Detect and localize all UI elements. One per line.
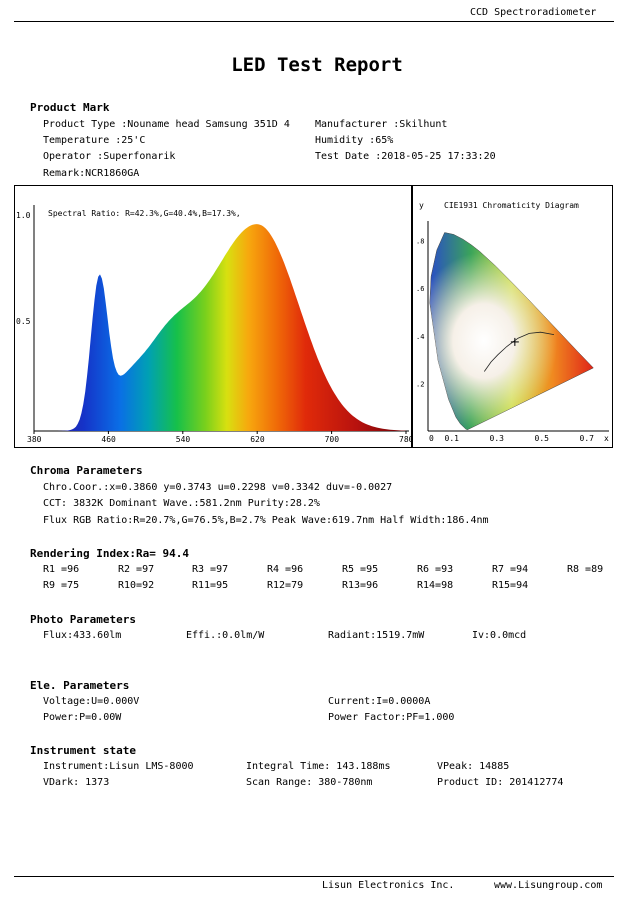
spectrum-xticks: 380 460 540 620 700 780	[27, 431, 414, 444]
remark: Remark:NCR1860GA	[43, 168, 140, 179]
test-date: Test Date :2018-05-25 17:33:20	[315, 151, 496, 162]
cie-title: CIE1931 Chromaticity Diagram	[444, 201, 579, 210]
rendering-index-r6: R6 =93	[417, 564, 454, 575]
rendering-index-r10: R10=92	[118, 580, 155, 591]
chroma-flux-rgb: Flux RGB Ratio:R=20.7%,G=76.5%,B=2.7% Pe…	[43, 515, 489, 526]
instrument-scan-range: Scan Range: 380-780nm	[246, 777, 373, 788]
cie-xtick-label: 0.1	[445, 434, 460, 443]
instrument-heading: Instrument state	[30, 744, 136, 757]
spectrum-curve	[47, 224, 406, 431]
rendering-index-r5: R5 =95	[342, 564, 379, 575]
manufacturer: Manufacturer :Skilhunt	[315, 119, 448, 130]
spectrum-xtick-label: 460	[101, 435, 116, 444]
spectrum-panel: 1.0 0.5 Spectral Ratio: R=42.3%,G=40.4%,…	[14, 185, 613, 448]
humidity: Humidity :65%	[315, 135, 394, 146]
cie-xtick-label: 0.7	[580, 434, 595, 443]
rendering-index-r4: R4 =96	[267, 564, 304, 575]
cie-ytick-label: .2	[416, 380, 424, 388]
ele-heading: Ele. Parameters	[30, 679, 130, 692]
rendering-heading: Rendering Index:Ra= 94.4	[30, 547, 189, 560]
footer-website: www.Lisungroup.com	[494, 880, 603, 891]
rendering-index-r15: R15=94	[492, 580, 529, 591]
rendering-index-r7: R7 =94	[492, 564, 529, 575]
footer-company: Lisun Electronics Inc.	[322, 880, 455, 891]
cie-white-region	[429, 232, 594, 430]
cie-ticks: .8 .6 .4 .2 0 0.1 0.3 0.5 0.7	[416, 238, 594, 443]
spectrum-xtick-label: 540	[176, 435, 191, 444]
cie-measured-point	[510, 337, 519, 346]
rendering-index-r1: R1 =96	[43, 564, 80, 575]
operator: Operator :Superfonarik	[43, 151, 176, 162]
rendering-index-r2: R2 =97	[118, 564, 155, 575]
chroma-heading: Chroma Parameters	[30, 464, 143, 477]
footer-rule	[14, 876, 614, 877]
photo-radiant: Radiant:1519.7mW	[328, 630, 425, 641]
cie-ytick-label: .4	[416, 333, 424, 341]
rendering-index-r8: R8 =89	[567, 564, 604, 575]
cie-ytick-label: .6	[416, 285, 424, 293]
spectrum-ytick-mid: 0.5	[16, 317, 31, 326]
cie-frame	[412, 185, 613, 448]
rendering-index-r13: R13=96	[342, 580, 379, 591]
spectrum-xtick-label: 620	[250, 435, 265, 444]
instrument-name: Instrument:Lisun LMS-8000	[43, 761, 194, 772]
spectrum-xtick-label: 780	[399, 435, 414, 444]
instrument-vdark: VDark: 1373	[43, 777, 110, 788]
photo-iv: Iv:0.0mcd	[472, 630, 527, 641]
rendering-index-r3: R3 =97	[192, 564, 229, 575]
instrument-vpeak: VPeak: 14885	[437, 761, 510, 772]
report-title: LED Test Report	[231, 54, 403, 76]
rendering-index-r12: R12=79	[267, 580, 304, 591]
photo-heading: Photo Parameters	[30, 613, 136, 626]
rendering-index-r11: R11=95	[192, 580, 229, 591]
instrument-product-id: Product ID: 201412774	[437, 777, 564, 788]
temperature: Temperature :25'C	[43, 135, 146, 146]
rendering-index-r9: R9 =75	[43, 580, 80, 591]
spectrum-frame	[14, 185, 412, 448]
product-mark-heading: Product Mark	[30, 101, 110, 114]
spectrum-ytick-top: 1.0	[16, 211, 31, 220]
cie-xtick-label: 0.5	[535, 434, 550, 443]
chroma-cct: CCT: 3832K Dominant Wave.:581.2nm Purity…	[43, 498, 320, 509]
ele-current: Current:I=0.0000A	[328, 696, 431, 707]
chroma-coordinates: Chro.Coor.:x=0.3860 y=0.3743 u=0.2298 v=…	[43, 482, 393, 493]
cie-y-label: y	[419, 201, 424, 210]
rendering-index-r14: R14=98	[417, 580, 454, 591]
ele-power: Power:P=0.00W	[43, 712, 122, 723]
spectrum-xtick-label: 380	[27, 435, 42, 444]
photo-flux: Flux:433.60lm	[43, 630, 122, 641]
photo-effi: Effi.:0.0lm/W	[186, 630, 265, 641]
spectral-ratio-label: Spectral Ratio: R=42.3%,G=40.4%,B=17.3%,	[48, 209, 241, 218]
device-name: CCD Spectroradiometer	[470, 7, 597, 18]
ele-voltage: Voltage:U=0.000V	[43, 696, 140, 707]
product-type: Product Type :Nouname head Samsung 351D …	[43, 119, 290, 130]
cie-xtick-label: 0.3	[490, 434, 505, 443]
cie-ytick-label: .8	[416, 238, 424, 246]
header-rule	[14, 21, 614, 22]
cie-x-label: x	[604, 434, 609, 443]
cie-xtick-label: 0	[429, 434, 434, 443]
instrument-integral-time: Integral Time: 143.188ms	[246, 761, 391, 772]
ele-power-factor: Power Factor:PF=1.000	[328, 712, 455, 723]
spectrum-xtick-label: 700	[325, 435, 340, 444]
